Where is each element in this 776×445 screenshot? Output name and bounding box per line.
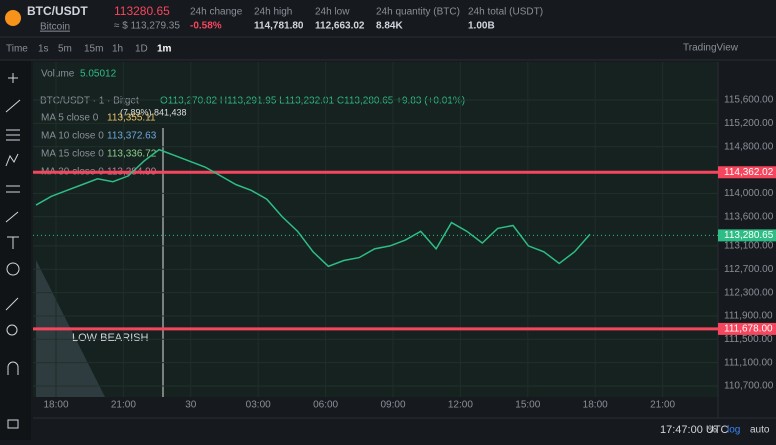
annotation: (7.89%) 841,438 (120, 107, 187, 117)
clock: 17:47:00 UTC (660, 424, 729, 436)
level-tag (718, 166, 776, 179)
x-tick-label: 09:00 (380, 400, 405, 411)
y-tick-label: 114,800.00 (724, 141, 774, 152)
interval[interactable]: 1D (135, 44, 148, 55)
x-tick-label: 03:00 (246, 400, 271, 411)
legend-symbol: BTC/USDT · 1 · Bitget (40, 96, 139, 107)
channel-tool[interactable] (6, 129, 20, 141)
price: 113280.65 (114, 4, 170, 18)
stat-value: 1.00B (468, 21, 495, 32)
ma-value: 113,355.11 (107, 113, 156, 124)
stat-label: 24h total (USDT) (468, 7, 543, 18)
stat-value: 114,781.80 (254, 21, 304, 32)
magnet-tool[interactable] (7, 361, 19, 375)
y-tick-label: 111,500.00 (724, 334, 773, 345)
fib-tool[interactable] (6, 185, 20, 193)
zone-label: LOW BEARISH (72, 332, 148, 344)
y-tick-label: 113,100.00 (724, 241, 774, 252)
interval[interactable]: 1s (38, 44, 49, 55)
brush-tool[interactable] (5, 211, 19, 223)
volume-label: Volume (41, 69, 75, 80)
y-tick-label: 110,700.00 (724, 381, 774, 392)
x-tick-label: 21:00 (111, 400, 136, 411)
last-price-tag (718, 229, 776, 242)
interval[interactable]: 1h (112, 44, 123, 55)
x-tick-label: 30 (185, 400, 197, 411)
y-tick-label: 113,600.00 (724, 211, 774, 222)
level-label: 111,678.00 (724, 324, 773, 335)
tool-column (0, 60, 31, 440)
x-tick-label: 15:00 (515, 400, 540, 411)
interval[interactable]: 1m (157, 44, 172, 55)
text-tool[interactable] (7, 236, 19, 249)
stat-label: 24h high (254, 7, 292, 18)
log-toggle[interactable]: log (727, 425, 740, 436)
price-usd: ≈ $ 113,279.35 (114, 21, 180, 32)
coin[interactable]: Bitcoin (40, 22, 70, 33)
pattern-tool[interactable] (5, 153, 19, 167)
ma-value: 113,336.72 (107, 149, 157, 160)
x-tick-label: 06:00 (313, 400, 338, 411)
chart-area (33, 62, 718, 397)
auto-toggle[interactable]: auto (750, 425, 770, 436)
stat-value: 8.84K (376, 21, 403, 32)
x-tick-label: 12:00 (448, 400, 473, 411)
interval[interactable]: 15m (84, 44, 103, 55)
x-tick-label: 18:00 (43, 400, 68, 411)
provider[interactable]: TradingView (683, 43, 739, 54)
y-tick-label: 112,700.00 (724, 264, 774, 275)
ma-name: MA 15 close 0 (41, 149, 104, 160)
legend-ohlc: O113,270.82 H113,291.95 L113,232.01 C113… (160, 96, 465, 107)
volume: 5.05012 (80, 69, 117, 80)
line-tool[interactable] (5, 99, 21, 113)
y-tick-label: 111,900.00 (724, 311, 773, 322)
y-tick-label: 112,300.00 (724, 287, 774, 298)
percent-toggle[interactable]: % (708, 425, 717, 436)
level-label: 114,362.02 (724, 167, 774, 178)
x-tick-label: 18:00 (583, 400, 608, 411)
y-tick-label: 115,600.00 (724, 95, 774, 106)
tools (5, 73, 21, 429)
last-price-label: 113,280.65 (724, 230, 774, 241)
interval[interactable]: Time (6, 44, 28, 55)
ma-value: 113,372.63 (107, 131, 157, 142)
price-line (35, 148, 591, 268)
y-tick-label: 111,100.00 (724, 357, 773, 368)
level-tag (718, 322, 776, 335)
crosshair-tool[interactable] (8, 73, 18, 83)
ruler-tool[interactable] (5, 297, 19, 311)
pair[interactable]: BTC/USDT (27, 4, 88, 18)
ma-name: MA 5 close 0 (41, 113, 99, 124)
stat-label: 24h change (190, 7, 243, 18)
interval[interactable]: 5m (58, 44, 72, 55)
zoom-tool[interactable] (6, 324, 18, 336)
y-tick-label: 115,200.00 (724, 118, 774, 129)
y-tick-label: 114,000.00 (724, 188, 774, 199)
stat-value: 112,663.02 (315, 21, 365, 32)
lock-tool[interactable] (7, 419, 19, 429)
coin-icon (5, 10, 21, 26)
x-tick-label: 21:00 (650, 400, 675, 411)
emoji-tool[interactable] (6, 262, 20, 276)
stat-label: 24h low (315, 7, 350, 18)
stat-label: 24h quantity (BTC) (376, 7, 460, 18)
ma-name: MA 10 close 0 (41, 131, 104, 142)
stat-value: -0.58% (190, 21, 222, 32)
